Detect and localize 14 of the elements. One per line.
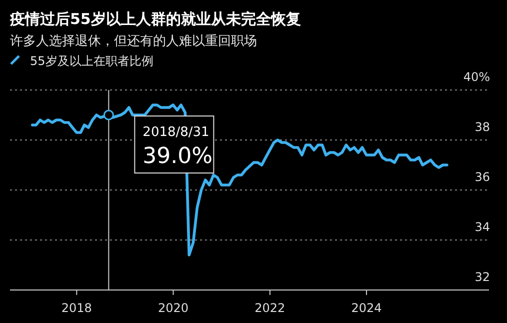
x-tick-label: 2018 xyxy=(61,301,92,315)
y-tick-label: 38 xyxy=(474,120,490,134)
legend-label: 55岁及以上在职者比例 xyxy=(30,54,154,68)
y-tick-label: 34 xyxy=(474,220,490,234)
chart-title: 疫情过后55岁以上人群的就业从未完全恢复 xyxy=(9,10,301,28)
annotation: 39.0% xyxy=(142,144,213,169)
y-tick-label: 32 xyxy=(474,270,490,284)
annotation: 2018/8/31 xyxy=(142,125,210,140)
x-tick-label: 2024 xyxy=(351,301,382,315)
y-tick-label: 36 xyxy=(474,170,490,184)
x-tick-label: 2022 xyxy=(254,301,286,315)
chart-subtitle: 许多人选择退休，但还有的人难以重回职场 xyxy=(10,34,257,49)
x-tick-label: 2020 xyxy=(158,301,189,315)
y-tick-label: 40% xyxy=(463,70,490,84)
